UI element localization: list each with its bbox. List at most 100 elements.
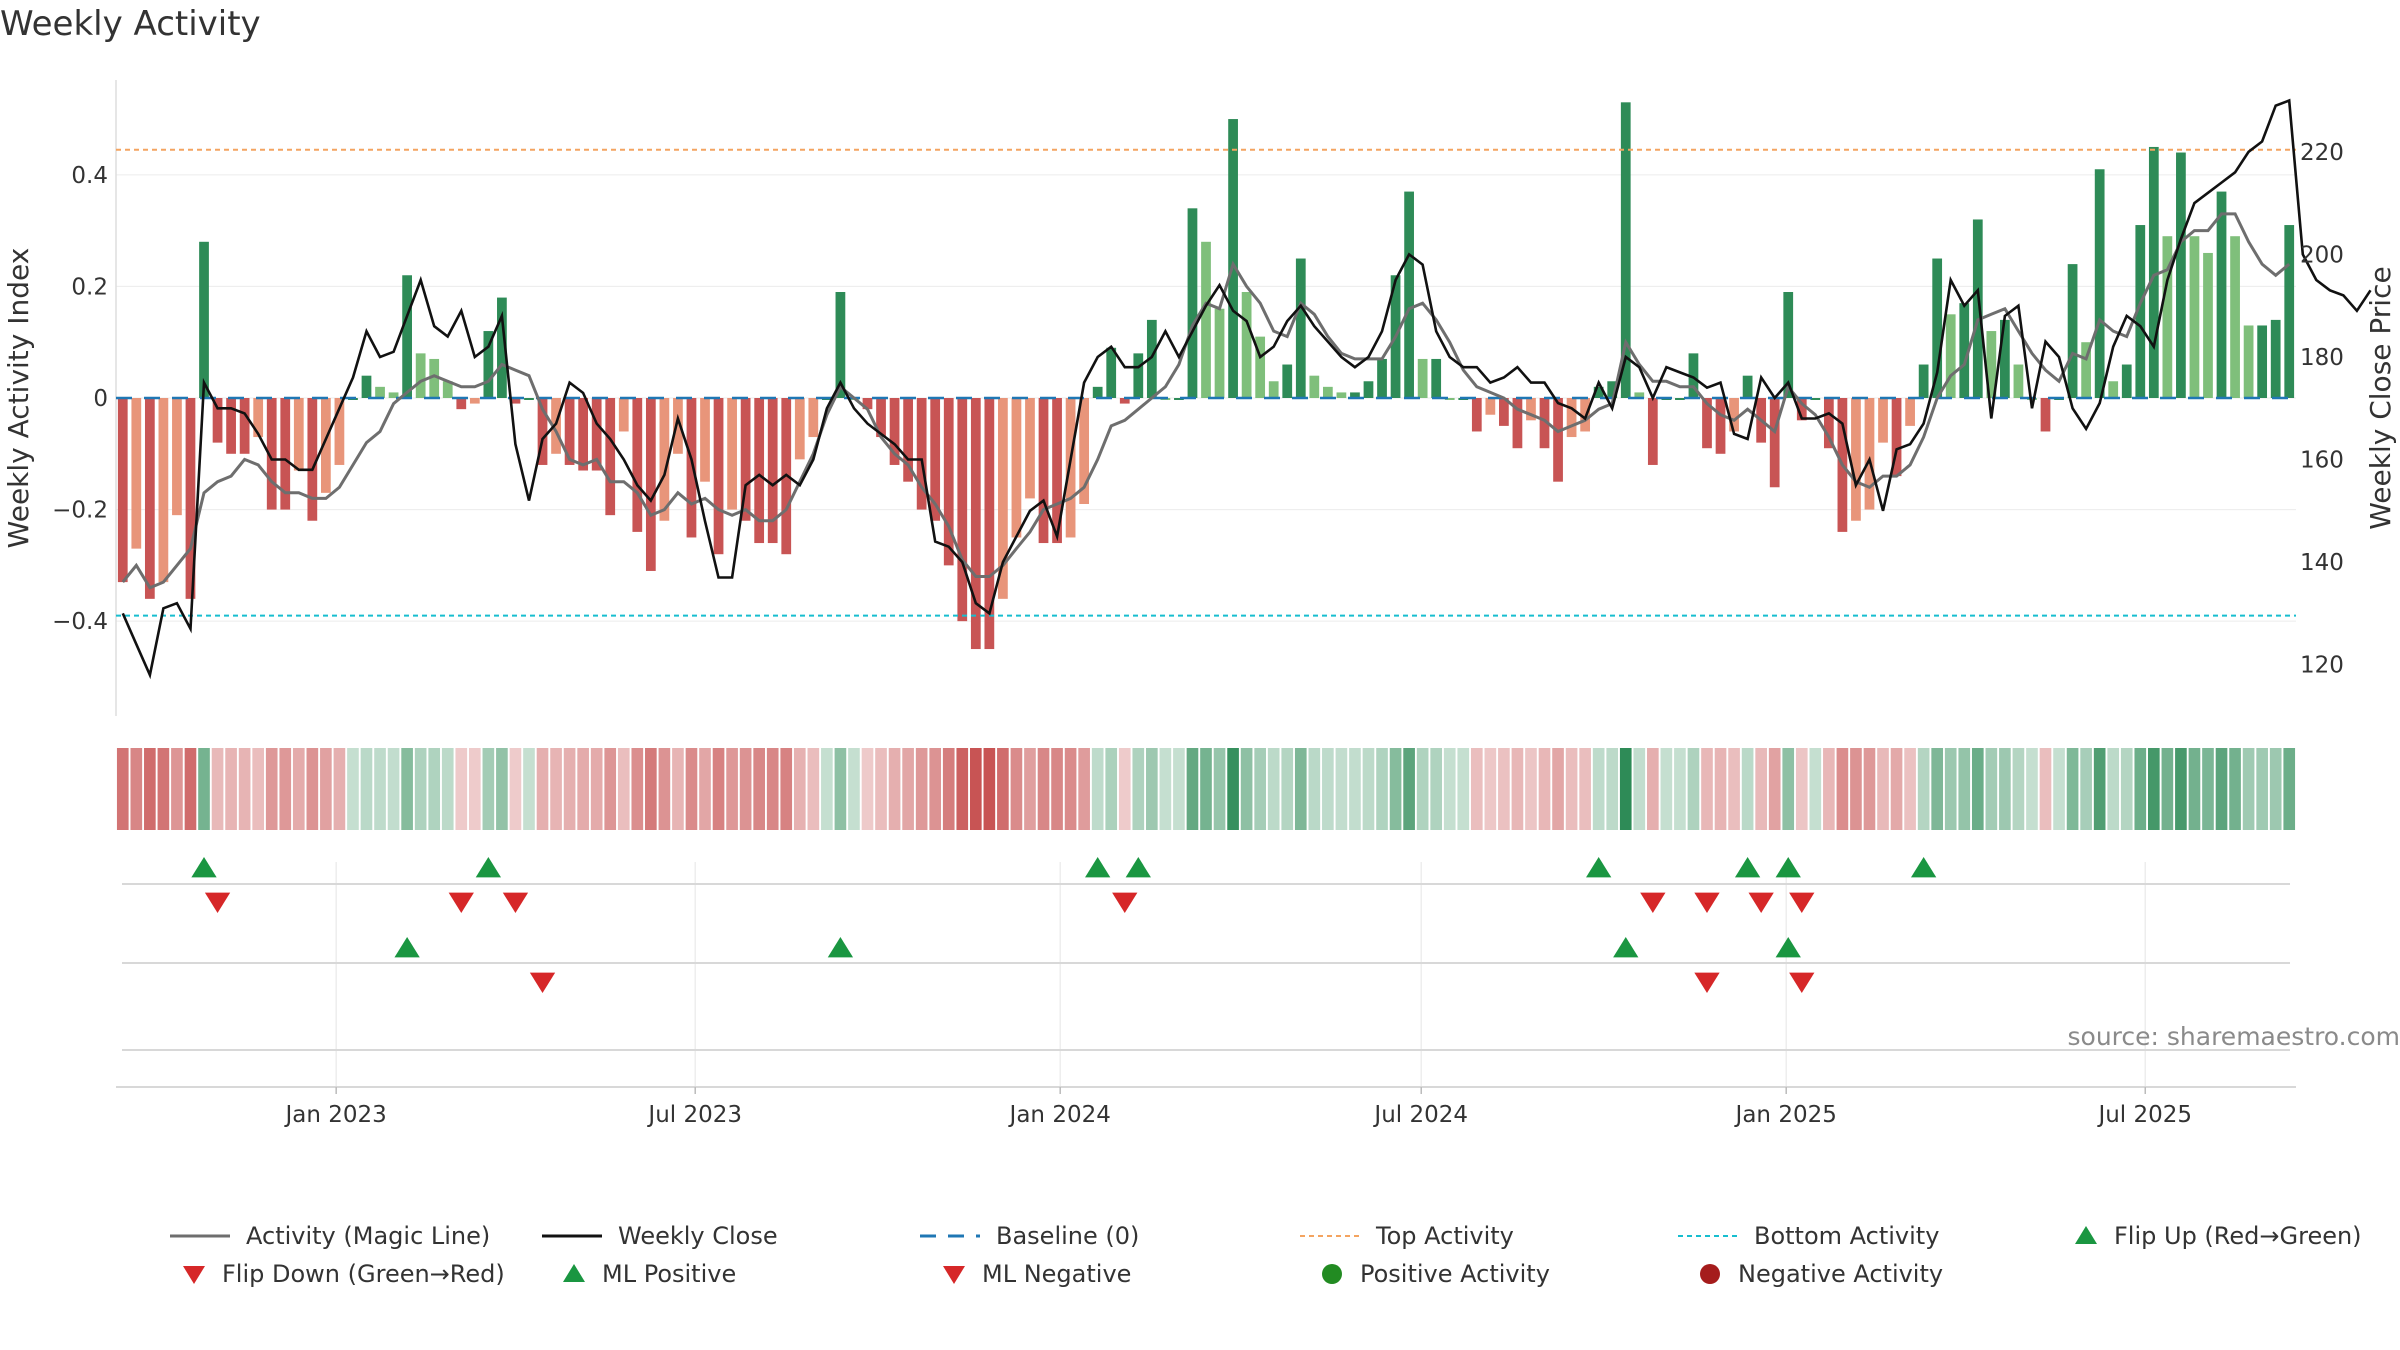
flip-up-marker (1125, 857, 1151, 878)
activity-bar (1851, 398, 1861, 521)
heat-strip-cell (631, 748, 644, 830)
heat-strip-cell (1051, 748, 1063, 830)
heat-strip-cell (929, 748, 942, 830)
activity-bar (1796, 398, 1807, 421)
activity-bar (1864, 398, 1875, 510)
heat-strip-cell (956, 748, 969, 830)
heat-strip-cell (455, 748, 468, 830)
activity-bar (1702, 398, 1712, 449)
heat-strip-cell (672, 748, 684, 830)
heat-strip-cell (1511, 748, 1524, 830)
activity-bar (2013, 364, 2024, 398)
activity-bar (1350, 392, 1360, 398)
ml-positive-marker (1775, 937, 1801, 958)
activity-bar (402, 275, 412, 398)
activity-bar (1025, 398, 1035, 499)
heat-strip-cell (739, 748, 752, 830)
activity-bar (334, 398, 345, 465)
activity-bar (239, 398, 250, 454)
activity-bar (645, 398, 656, 571)
heat-strip-cell (1186, 748, 1199, 830)
heat-strip-cell (252, 748, 264, 830)
flip-up-marker (1734, 857, 1761, 878)
heat-strip-cell (902, 748, 914, 830)
activity-bar (2243, 325, 2254, 398)
heat-strip-cell (1592, 748, 1605, 830)
heat-strip-cell (997, 748, 1009, 830)
legend-item: Bottom Activity (1676, 1222, 1939, 1250)
heat-strip-cell (1538, 748, 1551, 830)
heat-strip-cell (604, 748, 617, 830)
activity-bar (172, 398, 182, 516)
y2-tick-label: 120 (2300, 653, 2344, 679)
activity-bar (199, 241, 209, 398)
heat-strip-cell (1376, 748, 1388, 830)
x-tick-label: Jan 2024 (1008, 1102, 1111, 1128)
heat-strip-cell (292, 748, 305, 830)
activity-bar (185, 398, 196, 599)
activity-bar (673, 398, 683, 454)
activity-bar (1431, 358, 1442, 398)
activity-bar (1742, 375, 1753, 398)
activity-bar (483, 331, 494, 398)
activity-bar (375, 386, 385, 398)
heat-strip-cell (1443, 748, 1456, 830)
activity-bar (2257, 325, 2268, 398)
activity-bar (1228, 119, 1238, 398)
activity-bar (686, 398, 697, 538)
activity-bar (1377, 358, 1387, 398)
heat-strip-cell (1755, 748, 1767, 830)
activity-bar (307, 398, 318, 521)
heat-strip-cell (2134, 748, 2147, 830)
activity-bar (564, 398, 575, 465)
activity-bar (943, 398, 954, 566)
heat-strip-cell (333, 748, 346, 830)
activity-bar (1566, 398, 1577, 438)
heat-strip-cell (807, 748, 820, 830)
activity-bar (226, 398, 236, 454)
heat-strip-cell (144, 748, 156, 830)
y2-tick-label: 140 (2300, 550, 2344, 576)
activity-bar (835, 292, 846, 398)
heat-strip-cell (1877, 748, 1889, 830)
heat-strip-cell (1809, 748, 1822, 830)
heat-strip-cell (2080, 748, 2092, 830)
heat-strip-cell (1917, 748, 1930, 830)
heat-strip-cell (1078, 748, 1090, 830)
y2-tick-label: 180 (2300, 345, 2344, 371)
heat-strip-cell (1768, 748, 1781, 830)
heat-strip-cell (983, 748, 996, 830)
heat-strip-cell (1091, 748, 1104, 830)
heat-strip-cell (1200, 748, 1212, 830)
activity-bar (415, 353, 426, 398)
activity-bar (1011, 398, 1022, 538)
activity-bar (1620, 102, 1631, 398)
legend-swatch (183, 1266, 205, 1284)
legend-item: Positive Activity (1318, 1260, 1550, 1288)
heat-strip-cell (1281, 748, 1294, 830)
legend-swatch (1678, 1235, 1738, 1237)
activity-bar (1715, 398, 1726, 454)
activity-bar (1918, 364, 1929, 398)
activity-bar (1065, 398, 1076, 538)
activity-bar (591, 398, 602, 471)
x-tick-label: Jan 2025 (1734, 1102, 1837, 1128)
activity-bar (1769, 398, 1780, 488)
activity-bar (984, 398, 995, 650)
heat-strip-cell (306, 748, 319, 830)
heat-strip-cell (1633, 748, 1646, 830)
heat-strip-cell (2269, 748, 2282, 830)
legend-label: Bottom Activity (1754, 1222, 1940, 1250)
legend-swatch (170, 1234, 230, 1238)
heat-strip-cell (2148, 748, 2160, 830)
heat-strip-cell (1227, 748, 1239, 830)
heat-strip-cell (130, 748, 143, 830)
flip-up-marker (1586, 857, 1612, 878)
activity-bar (1891, 398, 1902, 477)
heat-strip-cell (1647, 748, 1659, 830)
heat-strip-cell (1606, 748, 1619, 830)
legend-item: Weekly Close (540, 1222, 778, 1250)
activity-bar (1553, 398, 1563, 482)
heat-strip-cell (347, 748, 359, 830)
legend-swatch (1700, 1264, 1720, 1284)
